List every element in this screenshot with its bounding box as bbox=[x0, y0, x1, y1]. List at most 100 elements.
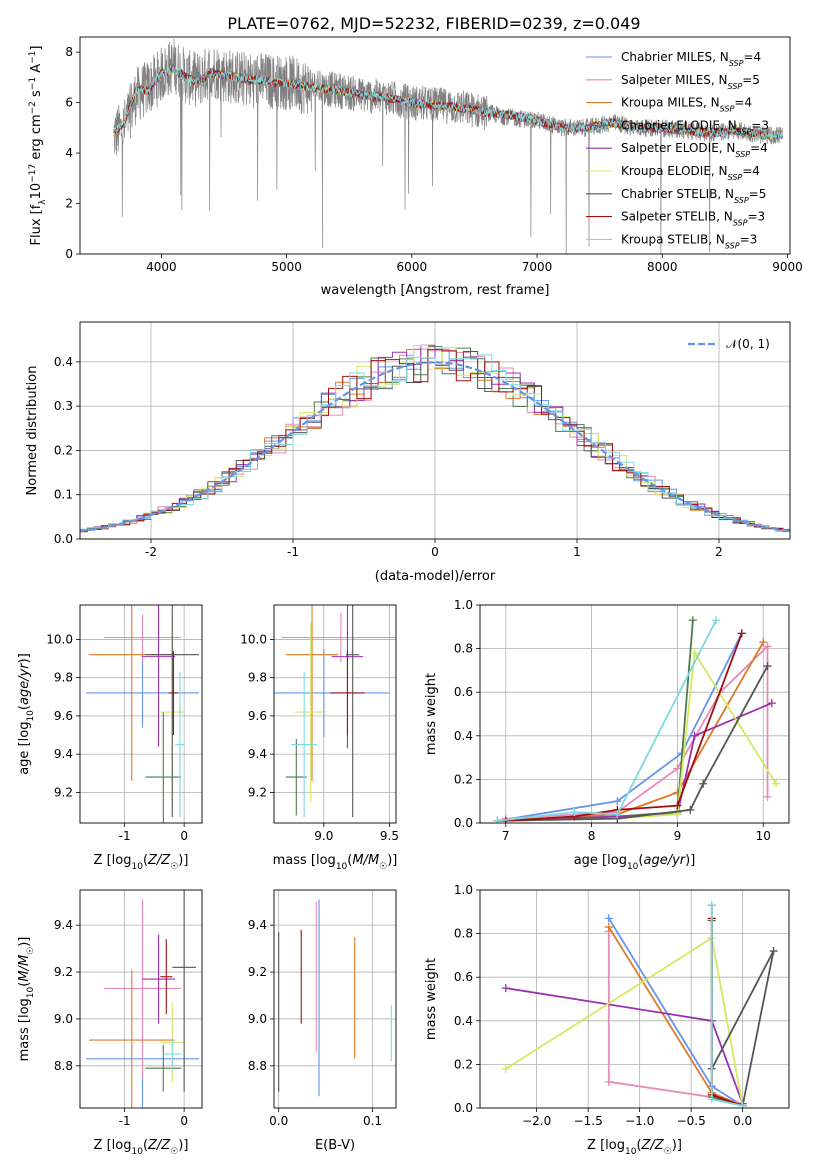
y-axis-label: age [log10(age/yr)] bbox=[17, 653, 36, 775]
legend-entry: Kroupa ELODIE, NSSP=4 bbox=[621, 164, 760, 182]
y-tick-label: 9.8 bbox=[248, 671, 267, 685]
errorbar-group bbox=[85, 605, 200, 823]
x-tick-label: 4000 bbox=[146, 260, 177, 274]
model-spectrum-line-7 bbox=[113, 68, 783, 140]
mass-weight-marker bbox=[690, 648, 699, 657]
y-tick-label: 0.2 bbox=[54, 443, 73, 457]
mass-weight-line-0 bbox=[608, 917, 744, 1107]
legend-entry: Chabrier ELODIE, NSSP=3 bbox=[621, 118, 769, 136]
y-tick-label: 0.8 bbox=[454, 642, 473, 656]
y-tick-label: 0.4 bbox=[454, 1014, 473, 1028]
y-axis-label: Flux [fλ10−17 erg cm−2 s−1 A−1] bbox=[28, 46, 48, 246]
x-tick-label: -1 bbox=[119, 1114, 131, 1128]
mass-weight-marker bbox=[690, 731, 699, 740]
x-axis-label: Z [log10(Z/Z☉)] bbox=[587, 1138, 682, 1157]
mass-weight-marker bbox=[613, 797, 622, 806]
legend-entry: Salpeter ELODIE, NSSP=4 bbox=[621, 141, 768, 159]
x-tick-label: 7 bbox=[502, 829, 510, 843]
axes-frame bbox=[273, 604, 397, 824]
mass-weight-marker bbox=[688, 616, 697, 625]
y-tick-label: 0 bbox=[65, 247, 73, 261]
y-tick-label: 9.4 bbox=[248, 918, 267, 932]
mass-weight-line-1 bbox=[607, 931, 743, 1105]
axes-frame bbox=[273, 889, 397, 1109]
y-tick-label: 9.2 bbox=[248, 965, 267, 979]
x-tick-label: −2.0 bbox=[522, 1114, 551, 1128]
y-tick-label: 0.6 bbox=[454, 970, 473, 984]
x-tick-label: 2 bbox=[715, 545, 723, 559]
y-tick-label: 10.0 bbox=[240, 632, 267, 646]
y-tick-label: 9.4 bbox=[248, 747, 267, 761]
y-tick-label: 10.0 bbox=[46, 632, 73, 646]
x-axis-label: wavelength [Angstrom, rest frame] bbox=[321, 283, 550, 298]
mass-weight-marker bbox=[604, 923, 613, 932]
x-tick-label: −1.0 bbox=[625, 1114, 654, 1128]
panel-age_vs_mass: 9.0 9.5 9.2 9.4 9.6 9.8 10.0 mass [log10(M/M☉)] bbox=[240, 604, 399, 872]
mass-weight-marker bbox=[493, 816, 502, 823]
mass-weight-marker bbox=[772, 779, 781, 788]
x-tick-label: 1 bbox=[573, 545, 581, 559]
mass-weight-marker bbox=[501, 984, 510, 993]
spectrum-legend: Chabrier MILES, NSSP=4 Salpeter MILES, NS… bbox=[586, 50, 769, 250]
y-tick-label: 9.4 bbox=[54, 918, 73, 932]
y-tick-label: 0.1 bbox=[54, 488, 73, 502]
x-tick-label: 9.5 bbox=[380, 829, 399, 843]
x-tick-label: -1 bbox=[287, 545, 299, 559]
mass-weight-marker bbox=[686, 805, 695, 814]
y-tick-label: 9.4 bbox=[54, 747, 73, 761]
mass-weight-line-0 bbox=[497, 632, 743, 822]
x-axis-label: Z [log10(Z/Z☉)] bbox=[94, 853, 189, 872]
y-axis-label: mass weight bbox=[424, 958, 439, 1040]
x-tick-label: 0 bbox=[431, 545, 439, 559]
axes-frame bbox=[479, 604, 790, 824]
x-tick-label: 0.0 bbox=[269, 1114, 288, 1128]
x-tick-label: 8000 bbox=[647, 260, 678, 274]
y-tick-label: 0.4 bbox=[454, 729, 473, 743]
mass-weight-marker bbox=[673, 801, 682, 810]
mass-weight-marker bbox=[604, 1077, 613, 1086]
x-tick-label: 5000 bbox=[271, 260, 302, 274]
legend-entry: Chabrier STELIB, NSSP=5 bbox=[621, 187, 766, 205]
y-tick-label: 0.2 bbox=[454, 1057, 473, 1071]
axes-frame bbox=[79, 889, 203, 1109]
legend-entry: Salpeter STELIB, NSSP=3 bbox=[621, 210, 765, 228]
mass-weight-line-8 bbox=[497, 619, 717, 822]
x-axis-label: (data-model)/error bbox=[375, 569, 496, 584]
mass-weight-marker bbox=[707, 1095, 716, 1104]
panel-mass_vs_EBV: 0.0 0.1 8.8 9.0 9.2 9.4 E(B-V) bbox=[248, 889, 397, 1153]
y-tick-label: 1.0 bbox=[454, 883, 473, 897]
legend-entry: Chabrier MILES, NSSP=4 bbox=[621, 50, 761, 68]
mass-weight-marker bbox=[604, 914, 613, 923]
x-tick-label: -2 bbox=[145, 545, 157, 559]
x-tick-label: 9000 bbox=[772, 260, 803, 274]
x-tick-label: −1.5 bbox=[574, 1114, 603, 1128]
gaussian-curve bbox=[80, 361, 790, 533]
model-spectrum-line-8 bbox=[113, 66, 783, 141]
panel-spectrum: 4000 5000 6000 7000 8000 9000 0 2 4 6 8 wavelength … bbox=[28, 36, 803, 298]
panel-residuals: -2 -1 0 1 2 0.0 0.1 0.2 0.3 0.4 (data-model)/error… bbox=[25, 321, 791, 584]
legend-entry: 𝒩(0, 1) bbox=[726, 337, 770, 351]
y-axis-label: Normed distribution bbox=[25, 366, 40, 496]
mass-weight-marker bbox=[767, 699, 776, 708]
mass-weight-marker bbox=[737, 629, 746, 638]
x-tick-label: 9 bbox=[674, 829, 682, 843]
mass-weight-marker bbox=[707, 901, 716, 910]
mass-weight-line-7 bbox=[505, 632, 743, 822]
x-tick-label: 7000 bbox=[522, 260, 553, 274]
y-axis-label: mass [log10(M/M☉)] bbox=[17, 937, 36, 1062]
mass-weight-marker bbox=[769, 947, 778, 956]
y-tick-label: 1.0 bbox=[454, 598, 473, 612]
y-tick-label: 6 bbox=[65, 96, 73, 110]
x-tick-label: 9.0 bbox=[314, 829, 333, 843]
mass-weight-marker bbox=[699, 779, 708, 788]
x-tick-label: 6000 bbox=[397, 260, 428, 274]
x-tick-label: -1 bbox=[119, 829, 131, 843]
y-tick-label: 9.6 bbox=[54, 709, 73, 723]
y-tick-label: 4 bbox=[65, 146, 73, 160]
mass-weight-line-1 bbox=[505, 644, 769, 820]
y-tick-label: 2 bbox=[65, 197, 73, 211]
mass-weight-marker bbox=[763, 792, 772, 801]
y-tick-label: 0.0 bbox=[54, 532, 73, 546]
legend-entry: Salpeter MILES, NSSP=5 bbox=[621, 73, 760, 91]
